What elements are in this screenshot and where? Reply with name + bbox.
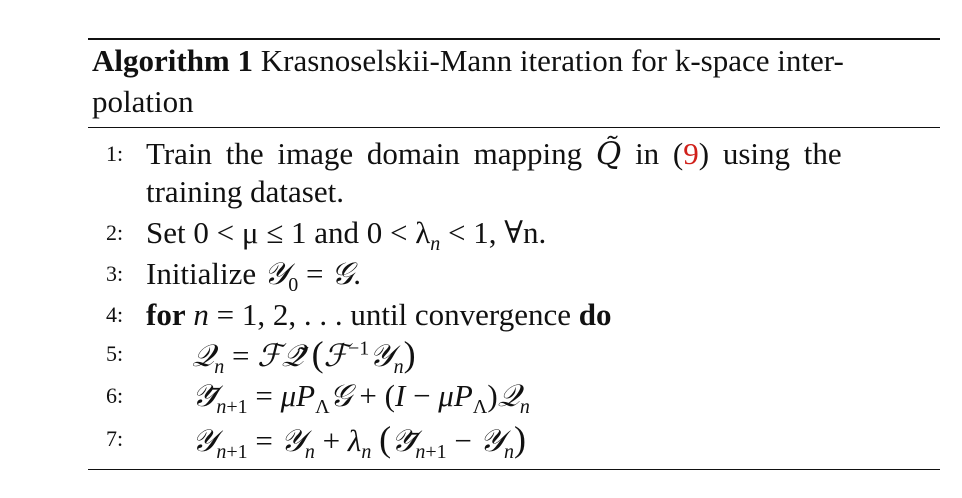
algorithm-caption: Algorithm 1 Krasnoselskii-Mann iteration… <box>92 40 940 122</box>
step-body: Train the image domain mapping Q̃ in (9)… <box>146 136 842 172</box>
step-number: 6: <box>106 383 124 408</box>
math-q-tilde: Q̃ <box>595 136 622 172</box>
middle-rule <box>88 127 940 128</box>
step-number: 4: <box>106 302 124 327</box>
step-number: 3: <box>106 261 124 286</box>
algorithm-box: Algorithm 1 Krasnoselskii-Mann iteration… <box>88 0 940 498</box>
step-body: Initialize 𝒴0 = 𝒢. <box>146 256 362 297</box>
algorithm-title-line2: polation <box>92 84 194 119</box>
step-body: for n = 1, 2, . . . until convergence do <box>146 297 612 332</box>
algorithm-label: Algorithm 1 <box>92 43 254 78</box>
step-number: 7: <box>106 426 124 451</box>
step-number: 1: <box>106 141 124 166</box>
step-body: Set 0 < μ ≤ 1 and 0 < λn < 1, ∀n. <box>146 215 547 256</box>
step-body: 𝒴n+1 = 𝒴n + λn (𝒴̄n+1 − 𝒴n) <box>192 419 526 464</box>
step-number: 5: <box>106 341 124 366</box>
top-rule <box>88 38 940 40</box>
step-body: 𝒬n = ℱ𝒬̃ (ℱ−1𝒴n) <box>192 334 416 379</box>
citation-link[interactable]: 9 <box>683 136 699 171</box>
algorithm-title-line1: Krasnoselskii-Mann iteration for k-space… <box>260 43 844 78</box>
bottom-rule <box>88 469 940 470</box>
step-body: 𝒴̄n+1 = μPΛ𝒢 + (I − μPΛ)𝒬n <box>192 378 530 419</box>
step-number: 2: <box>106 220 124 245</box>
